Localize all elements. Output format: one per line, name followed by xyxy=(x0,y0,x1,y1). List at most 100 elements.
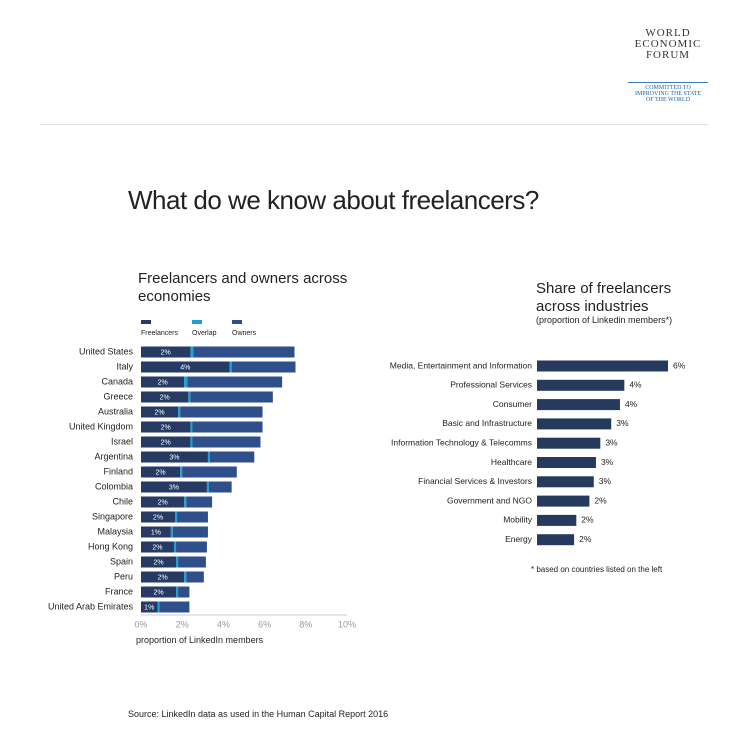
x-tick-label: 6% xyxy=(258,619,271,629)
bar-segment xyxy=(188,391,191,403)
y-tick-label: Peru xyxy=(114,571,133,581)
bar-segment xyxy=(141,556,177,568)
bar-segment xyxy=(141,601,158,613)
value-label: 2% xyxy=(156,469,166,476)
bar-segment xyxy=(141,526,171,538)
bar-segment xyxy=(186,496,213,508)
y-tick-label: Australia xyxy=(98,406,133,416)
bar-segment xyxy=(190,436,193,448)
tagline-line: COMMITTED TO xyxy=(645,85,691,91)
bar-segment xyxy=(184,496,187,508)
y-tick-label: Canada xyxy=(101,376,133,386)
value-label: 2% xyxy=(158,499,168,506)
bar-segment xyxy=(193,346,295,358)
source: Source: LinkedIn data as used in the Hum… xyxy=(128,709,389,719)
bar-segment xyxy=(157,601,160,613)
bar-segment xyxy=(176,556,179,568)
bar xyxy=(537,534,575,546)
value-label: 2% xyxy=(153,514,163,521)
value-label: 2% xyxy=(161,424,171,431)
bar-segment xyxy=(178,586,190,598)
legend-label: Owners xyxy=(232,330,257,337)
bar-segment xyxy=(190,421,193,433)
bar-segment xyxy=(180,406,263,418)
y-tick-label: Chile xyxy=(112,496,133,506)
value-label: 3% xyxy=(169,484,179,491)
bar-segment xyxy=(186,571,204,583)
tagline-line: IMPROVING THE STATE xyxy=(634,91,702,97)
bar xyxy=(537,379,625,391)
bar xyxy=(537,399,620,411)
value-label: 2% xyxy=(158,379,168,386)
bar-segment xyxy=(141,421,191,433)
bar xyxy=(537,360,668,372)
bar-segment xyxy=(141,391,189,403)
y-tick-label: United States xyxy=(79,346,134,356)
bar-segment xyxy=(231,361,296,373)
footnote: * based on countries listed on the left xyxy=(531,565,663,574)
bar-segment xyxy=(141,436,191,448)
y-tick-label: Hong Kong xyxy=(88,541,133,551)
value-label: 4% xyxy=(180,364,190,371)
bar-segment xyxy=(141,346,191,358)
value-label: 2% xyxy=(161,349,171,356)
y-tick-label: Finland xyxy=(103,466,133,476)
bar xyxy=(537,457,596,468)
bar-segment xyxy=(141,376,185,388)
x-tick-label: 10% xyxy=(338,619,356,629)
bar-segment xyxy=(141,571,185,583)
bar-segment xyxy=(174,511,178,523)
bar-segment xyxy=(208,481,232,493)
bar-segment xyxy=(207,451,211,463)
legend-swatch xyxy=(192,320,202,324)
bar-segment xyxy=(141,361,230,373)
y-tick-label: Government and NGO xyxy=(447,495,532,505)
bar-segment xyxy=(192,436,261,448)
bar-segment xyxy=(187,376,283,388)
bar-segment xyxy=(190,391,273,403)
chart-title: Share of freelancers across industries xyxy=(536,280,672,315)
y-tick-label: Basic and Infrastructure xyxy=(442,418,532,428)
y-tick-label: Consumer xyxy=(493,399,532,409)
y-tick-label: Financial Services & Investors xyxy=(418,476,532,486)
bar-segment xyxy=(141,511,175,523)
bar-segment xyxy=(176,541,207,553)
y-tick-label: Information Technology & Telecomms xyxy=(391,437,532,447)
value-label: 3% xyxy=(616,418,629,428)
value-label: 2% xyxy=(161,439,171,446)
bar-segment xyxy=(173,541,177,553)
bar-segment xyxy=(178,406,181,418)
tagline-line: OF THE WORLD xyxy=(645,97,691,103)
value-label: 2% xyxy=(579,534,592,544)
bar xyxy=(537,476,594,488)
logo-tagline: COMMITTED TO IMPROVING THE STATE OF THE … xyxy=(628,82,708,103)
value-label: 2% xyxy=(153,559,163,566)
bar-segment xyxy=(184,376,188,388)
legend-swatch xyxy=(232,320,242,324)
bar-segment xyxy=(159,601,190,613)
y-tick-label: Greece xyxy=(103,391,133,401)
y-tick-label: Colombia xyxy=(95,481,133,491)
logo-line: ECONOMIC xyxy=(634,38,702,50)
y-tick-label: Italy xyxy=(116,361,133,371)
bar-segment xyxy=(170,526,173,538)
bar-segment xyxy=(141,451,208,463)
y-tick-label: United Kingdom xyxy=(69,421,133,431)
legend-swatch xyxy=(141,320,151,324)
bar-segment xyxy=(192,421,263,433)
chart-subtitle: (proportion of Linkedin members*) xyxy=(536,315,673,325)
value-label: 4% xyxy=(625,399,638,409)
value-label: 3% xyxy=(601,457,614,467)
value-label: 6% xyxy=(673,360,686,370)
bar-segment xyxy=(206,481,209,493)
value-label: 3% xyxy=(169,454,179,461)
bar-segment xyxy=(184,571,187,583)
y-tick-label: Malaysia xyxy=(97,526,133,536)
bar-segment xyxy=(180,466,183,478)
logo-line: FORUM xyxy=(645,49,691,61)
value-label: 3% xyxy=(605,437,618,447)
value-label: 1% xyxy=(151,529,161,536)
bar xyxy=(537,437,601,449)
bar-segment xyxy=(141,496,185,508)
legend-label: Freelancers xyxy=(141,330,178,337)
